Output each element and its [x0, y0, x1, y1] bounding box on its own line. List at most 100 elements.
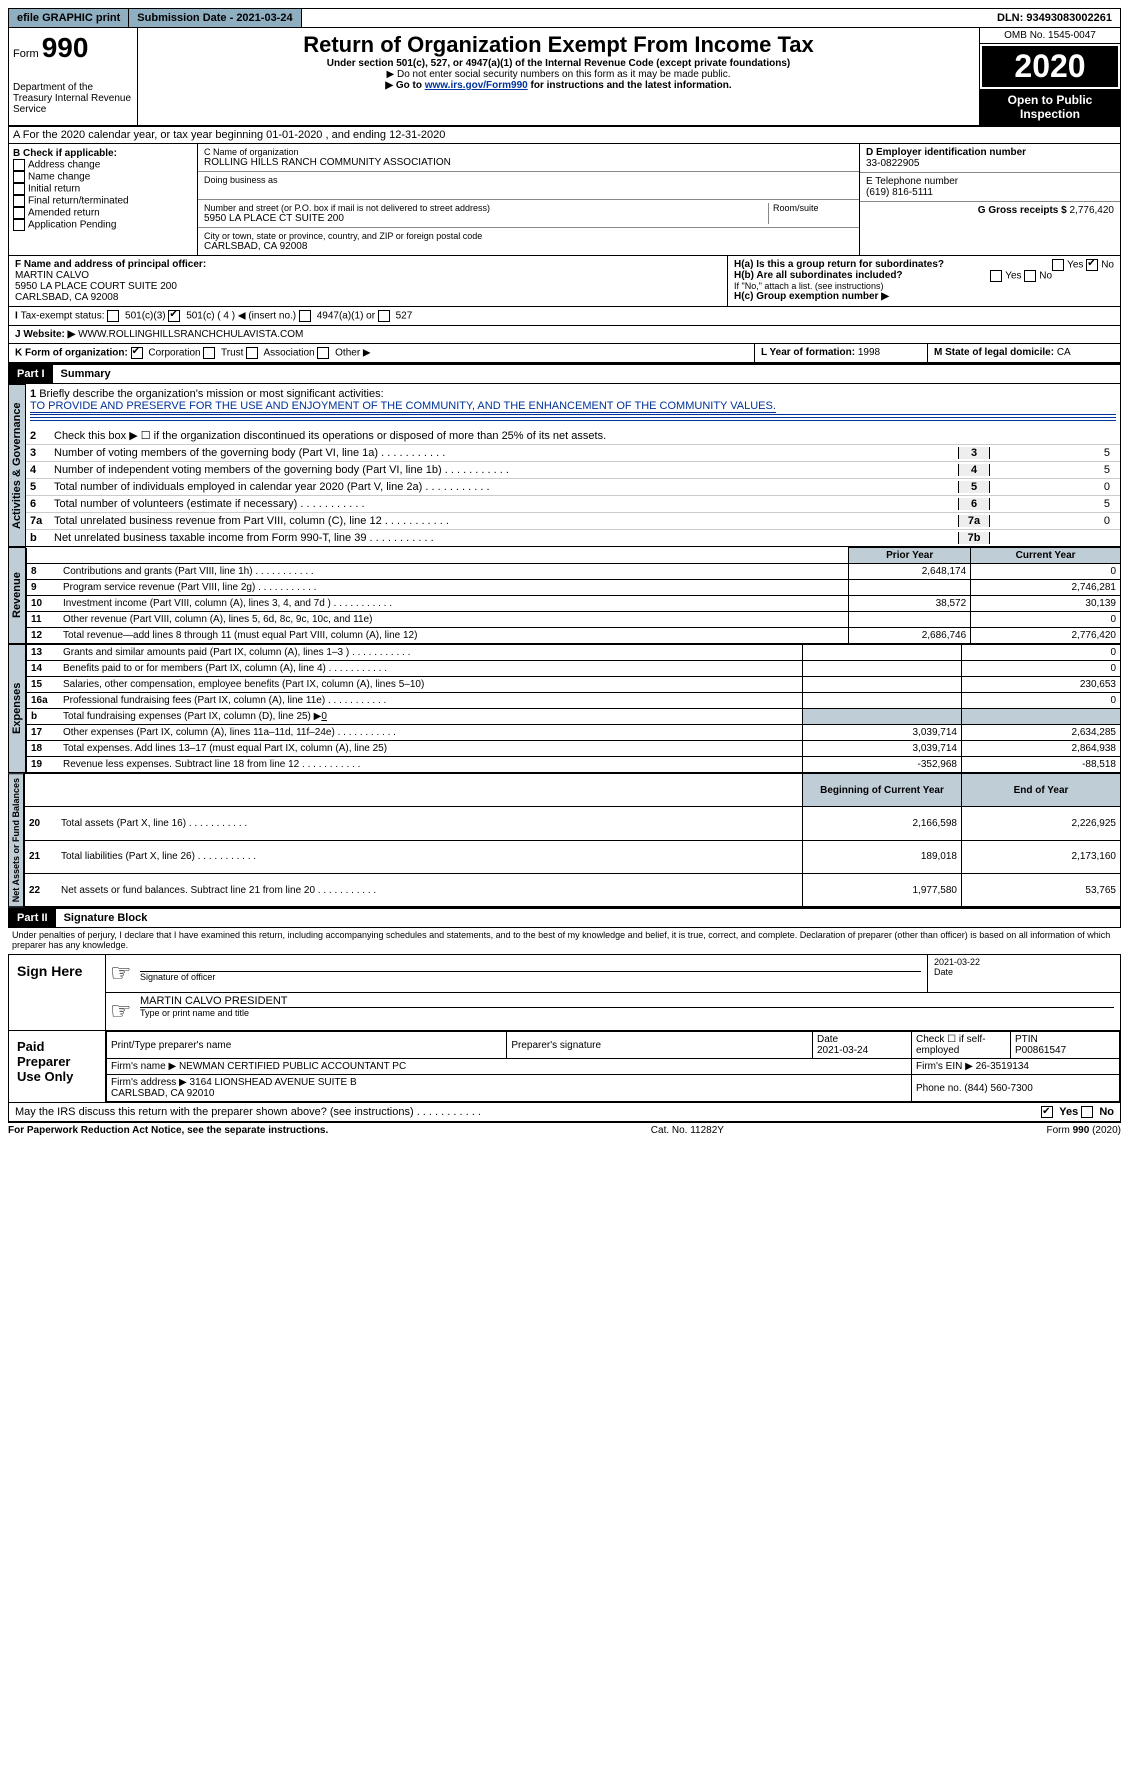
c-name-label: C Name of organization	[204, 147, 853, 157]
final-return-label: Final return/terminated	[28, 196, 129, 207]
v7a: 0	[990, 515, 1116, 527]
assoc-label: Association	[263, 348, 314, 359]
hb-note: If "No," attach a list. (see instruction…	[734, 281, 1114, 291]
c15: 230,653	[962, 677, 1121, 693]
trust-label: Trust	[221, 348, 243, 359]
perjury-text: Under penalties of perjury, I declare th…	[8, 928, 1121, 952]
irs-link[interactable]: www.irs.gov/Form990	[425, 80, 528, 91]
q2-label: Check this box ▶ ☐ if the organization d…	[54, 429, 1116, 442]
p16a	[803, 693, 962, 709]
street-address: 5950 LA PLACE CT SUITE 200	[204, 213, 768, 224]
sub3-post: for instructions and the latest informat…	[531, 80, 732, 91]
q5-label: Total number of individuals employed in …	[54, 481, 958, 493]
c12: 2,776,420	[971, 628, 1121, 644]
part1-num: Part I	[9, 365, 53, 383]
corp-checkbox[interactable]	[131, 347, 143, 359]
j-label: Website: ▶	[23, 329, 75, 340]
sig-date: 2021-03-22	[934, 957, 1114, 967]
ha-yes-checkbox[interactable]	[1052, 259, 1064, 271]
firm-phone-label: Phone no.	[916, 1083, 962, 1094]
ein-value: 33-0822905	[866, 158, 1114, 169]
initial-return-checkbox[interactable]	[13, 183, 25, 195]
submission-date-button[interactable]: Submission Date - 2021-03-24	[129, 9, 301, 27]
form-number: 990	[42, 32, 89, 63]
app-pending-checkbox[interactable]	[13, 219, 25, 231]
r13: Grants and similar amounts paid (Part IX…	[59, 645, 803, 661]
c19: -88,518	[962, 757, 1121, 773]
c18: 2,864,938	[962, 741, 1121, 757]
yes-label-2: Yes	[1005, 271, 1021, 282]
name-change-checkbox[interactable]	[13, 171, 25, 183]
527-checkbox[interactable]	[378, 310, 390, 322]
expenses-sidelabel: Expenses	[8, 644, 26, 773]
entity-block: B Check if applicable: Address change Na…	[8, 144, 1121, 256]
open-inspection: Open to Public Inspection	[980, 89, 1120, 125]
part2-header: Part II Signature Block	[8, 907, 1121, 928]
501c-checkbox[interactable]	[168, 310, 180, 322]
other-checkbox[interactable]	[317, 347, 329, 359]
ha-no-checkbox[interactable]	[1086, 259, 1098, 271]
form-header: Form 990 Department of the Treasury Inte…	[8, 28, 1121, 127]
b20: 2,166,598	[803, 807, 962, 840]
e21: 2,173,160	[962, 840, 1121, 873]
q7b-label: Net unrelated business taxable income fr…	[54, 532, 958, 544]
prep-date-hdr: Date	[817, 1034, 838, 1045]
subtitle-1: Under section 501(c), 527, or 4947(a)(1)…	[142, 58, 975, 69]
c8: 0	[971, 564, 1121, 580]
c13: 0	[962, 645, 1121, 661]
p12: 2,686,746	[849, 628, 971, 644]
hb-no-checkbox[interactable]	[1024, 270, 1036, 282]
p18: 3,039,714	[803, 741, 962, 757]
r12: Total revenue—add lines 8 through 11 (mu…	[59, 628, 849, 644]
m-label: M State of legal domicile:	[934, 347, 1054, 358]
top-bar: efile GRAPHIC print Submission Date - 20…	[8, 8, 1121, 28]
prep-date: 2021-03-24	[817, 1045, 868, 1056]
cat-no: Cat. No. 11282Y	[651, 1125, 724, 1136]
org-name: ROLLING HILLS RANCH COMMUNITY ASSOCIATIO…	[204, 157, 853, 168]
city-label: City or town, state or province, country…	[204, 231, 853, 241]
amended-checkbox[interactable]	[13, 207, 25, 219]
e20: 2,226,925	[962, 807, 1121, 840]
efile-button[interactable]: efile GRAPHIC print	[9, 9, 129, 27]
p15	[803, 677, 962, 693]
r20: Total assets (Part X, line 16)	[57, 807, 803, 840]
discuss-yes-checkbox[interactable]	[1041, 1106, 1053, 1118]
f-label: F Name and address of principal officer:	[15, 259, 721, 270]
dept-label: Department of the Treasury Internal Reve…	[13, 82, 133, 115]
website-row: J Website: ▶ WWW.ROLLINGHILLSRANCHCHULAV…	[8, 326, 1121, 344]
officer-name: MARTIN CALVO	[15, 270, 721, 281]
r14: Benefits paid to or for members (Part IX…	[59, 661, 803, 677]
k-l-m-row: K Form of organization: Corporation Trus…	[8, 344, 1121, 363]
a-line: A For the 2020 calendar year, or tax yea…	[8, 127, 1121, 144]
501c3-checkbox[interactable]	[107, 310, 119, 322]
ein-label: D Employer identification number	[866, 147, 1114, 158]
trust-checkbox[interactable]	[203, 347, 215, 359]
firm-name: NEWMAN CERTIFIED PUBLIC ACCOUNTANT PC	[179, 1061, 406, 1072]
netassets-sidelabel: Net Assets or Fund Balances	[8, 773, 24, 907]
final-return-checkbox[interactable]	[13, 195, 25, 207]
501c3-label: 501(c)(3)	[125, 311, 166, 322]
r9: Program service revenue (Part VIII, line…	[59, 580, 849, 596]
r15: Salaries, other compensation, employee b…	[59, 677, 803, 693]
r19: Revenue less expenses. Subtract line 18 …	[59, 757, 803, 773]
firm-phone: (844) 560-7300	[964, 1083, 1032, 1094]
expenses-block: Expenses 13Grants and similar amounts pa…	[8, 644, 1121, 773]
no-label: No	[1101, 260, 1114, 271]
addr-change-checkbox[interactable]	[13, 159, 25, 171]
c11: 0	[971, 612, 1121, 628]
officer-row: F Name and address of principal officer:…	[8, 256, 1121, 307]
prep-name-hdr: Print/Type preparer's name	[107, 1032, 507, 1059]
form-word: Form	[13, 48, 39, 60]
firm-name-label: Firm's name ▶	[111, 1061, 176, 1072]
discuss-no-label: No	[1099, 1106, 1114, 1118]
part2-num: Part II	[9, 909, 56, 927]
hc-label: H(c) Group exemption number ▶	[734, 291, 889, 302]
r21: Total liabilities (Part X, line 26)	[57, 840, 803, 873]
discuss-no-checkbox[interactable]	[1081, 1106, 1093, 1118]
assoc-checkbox[interactable]	[246, 347, 258, 359]
revenue-block: Revenue Prior YearCurrent Year 8Contribu…	[8, 547, 1121, 644]
4947-checkbox[interactable]	[299, 310, 311, 322]
officer-print-name: MARTIN CALVO PRESIDENT	[140, 995, 1114, 1008]
hb-yes-checkbox[interactable]	[990, 270, 1002, 282]
officer-addr2: CARLSBAD, CA 92008	[15, 292, 721, 303]
